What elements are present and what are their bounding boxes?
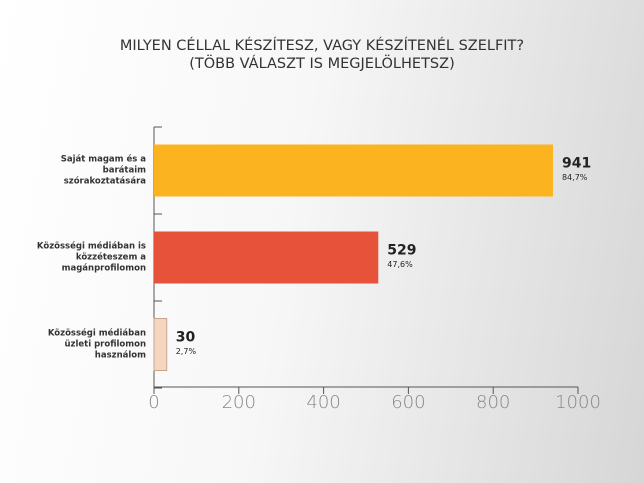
chart-title: MILYEN CÉLLAL KÉSZÍTESZ, VAGY KÉSZÍTENÉL… bbox=[120, 37, 524, 54]
category-label: Közösségi médiában is közzéteszem a magá… bbox=[36, 241, 146, 273]
x-tick-label: 0 bbox=[148, 392, 159, 413]
share-label: 47,6% bbox=[387, 260, 413, 269]
bar bbox=[154, 144, 553, 197]
value-label: 30 bbox=[176, 330, 196, 346]
x-tick-label: 400 bbox=[306, 392, 340, 413]
share-label: 84,7% bbox=[562, 173, 588, 182]
x-tick-label: 200 bbox=[222, 392, 256, 413]
x-tick-label: 1000 bbox=[555, 392, 601, 413]
category-label: Saját magam és a barátaim szórakoztatásá… bbox=[60, 154, 146, 186]
bar bbox=[154, 231, 379, 284]
chart-subtitle: (TÖBB VÁLASZT IS MEGJELÖLHETSZ) bbox=[189, 54, 454, 72]
value-label: 529 bbox=[387, 243, 416, 259]
value-label: 941 bbox=[562, 156, 591, 172]
x-tick-label: 600 bbox=[391, 392, 425, 413]
x-tick-label: 800 bbox=[476, 392, 510, 413]
category-label: Közösségi médiában üzleti profilomon has… bbox=[47, 328, 146, 360]
share-label: 2,7% bbox=[176, 347, 197, 356]
bar bbox=[153, 318, 168, 371]
